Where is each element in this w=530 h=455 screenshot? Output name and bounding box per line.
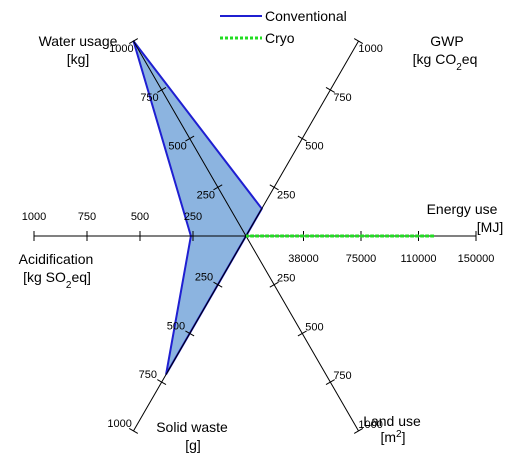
- tick-mark-gwp: [353, 38, 364, 45]
- tick-label-land-use: 500: [305, 321, 323, 333]
- tick-label-energy-use: 38000: [288, 253, 319, 265]
- tick-label-water-usage: 500: [168, 141, 186, 153]
- tick-label-acidification: 1000: [22, 211, 46, 223]
- axis-unit-land-use: [m2]: [380, 429, 405, 446]
- tick-label-gwp: 250: [277, 189, 295, 201]
- axis-title-land-use: Land use: [363, 413, 421, 429]
- tick-label-energy-use: 75000: [346, 253, 377, 265]
- axis-unit-acidification-subscript: 2: [66, 280, 72, 291]
- axes: [34, 40, 476, 432]
- tick-mark-water-usage: [157, 86, 167, 93]
- tick-mark-solid-waste: [128, 427, 139, 434]
- legend-label-cryo: Cryo: [265, 30, 295, 46]
- axis-unit-energy-use: [MJ]: [477, 219, 503, 235]
- tick-mark-land-use: [325, 379, 335, 386]
- tick-mark-solid-waste: [213, 281, 223, 288]
- tick-label-solid-waste: 750: [139, 369, 157, 381]
- tick-mark-water-usage: [213, 184, 223, 191]
- tick-label-solid-waste: 500: [167, 320, 185, 332]
- tick-label-acidification: 250: [184, 211, 202, 223]
- tick-label-land-use: 1000: [358, 419, 382, 431]
- axis-unit-water-usage: [kg]: [67, 51, 90, 67]
- axis-unit-gwp: [kg CO2eq: [413, 51, 478, 73]
- tick-mark-land-use: [353, 427, 364, 434]
- tick-mark-water-usage: [128, 38, 139, 45]
- tick-mark-gwp: [325, 86, 335, 93]
- tick-mark-solid-waste: [185, 330, 195, 337]
- tick-label-solid-waste: 1000: [107, 418, 131, 430]
- tick-label-land-use: 250: [277, 273, 295, 285]
- tick-label-gwp: 1000: [358, 43, 382, 55]
- tick-mark-gwp: [269, 184, 279, 191]
- tick-mark-land-use: [297, 330, 307, 337]
- tick-label-water-usage: 750: [140, 92, 158, 104]
- legend: Conventional Cryo: [220, 8, 347, 46]
- tick-label-gwp: 500: [305, 141, 323, 153]
- tick-mark-gwp: [297, 135, 307, 142]
- tick-label-water-usage: 250: [197, 189, 215, 201]
- tick-mark-solid-waste: [157, 379, 167, 386]
- axis-title-solid-waste: Solid waste: [156, 419, 228, 435]
- tick-mark-water-usage: [185, 135, 195, 142]
- legend-label-conventional: Conventional: [265, 8, 347, 24]
- axis-title-energy-use: Energy use: [427, 201, 498, 217]
- axis-unit-acidification: [kg SO2eq]: [23, 269, 91, 291]
- tick-label-land-use: 750: [333, 370, 351, 382]
- tick-label-energy-use: 150000: [458, 253, 495, 265]
- series-polygons: [132, 40, 264, 376]
- axis-title-gwp: GWP: [430, 33, 463, 49]
- tick-label-solid-waste: 250: [195, 272, 213, 284]
- axis-title-water-usage: Water usage: [39, 33, 118, 49]
- tick-label-gwp: 750: [333, 92, 351, 104]
- axis-title-acidification: Acidification: [19, 251, 94, 267]
- axis-unit-solid-waste: [g]: [185, 437, 201, 453]
- tick-label-water-usage: 1000: [109, 43, 133, 55]
- tick-label-energy-use: 110000: [401, 253, 437, 265]
- tick-mark-land-use: [269, 281, 279, 288]
- axis-unit-gwp-subscript: 2: [456, 62, 462, 73]
- axis-unit-land-use-superscript: 2: [396, 429, 402, 440]
- tick-label-acidification: 750: [78, 211, 96, 223]
- ticks: 250 500 750 1000 250 500 750 1000 38000 75000 1100…: [22, 38, 495, 434]
- tick-label-acidification: 500: [131, 211, 149, 223]
